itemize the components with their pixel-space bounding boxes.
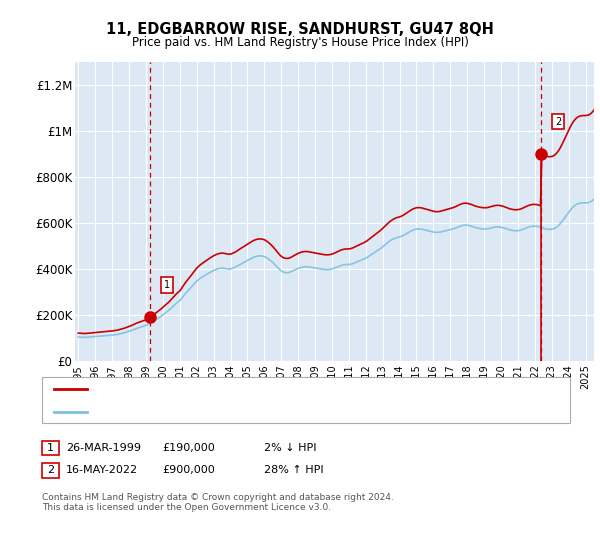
Text: 2% ↓ HPI: 2% ↓ HPI bbox=[264, 443, 317, 453]
Text: HPI: Average price, detached house, Bracknell Forest: HPI: Average price, detached house, Brac… bbox=[93, 407, 370, 417]
Text: £900,000: £900,000 bbox=[162, 465, 215, 475]
Text: 1: 1 bbox=[47, 443, 54, 453]
Text: 26-MAR-1999: 26-MAR-1999 bbox=[66, 443, 141, 453]
Text: 11, EDGBARROW RISE, SANDHURST, GU47 8QH (detached house): 11, EDGBARROW RISE, SANDHURST, GU47 8QH … bbox=[93, 384, 437, 394]
Text: 28% ↑ HPI: 28% ↑ HPI bbox=[264, 465, 323, 475]
Text: 2: 2 bbox=[555, 116, 561, 127]
Text: £190,000: £190,000 bbox=[162, 443, 215, 453]
Text: 2: 2 bbox=[47, 465, 54, 475]
Text: Contains HM Land Registry data © Crown copyright and database right 2024.
This d: Contains HM Land Registry data © Crown c… bbox=[42, 493, 394, 512]
Text: 11, EDGBARROW RISE, SANDHURST, GU47 8QH: 11, EDGBARROW RISE, SANDHURST, GU47 8QH bbox=[106, 22, 494, 38]
Text: Price paid vs. HM Land Registry's House Price Index (HPI): Price paid vs. HM Land Registry's House … bbox=[131, 36, 469, 49]
Text: 1: 1 bbox=[164, 280, 170, 290]
Text: 16-MAY-2022: 16-MAY-2022 bbox=[66, 465, 138, 475]
